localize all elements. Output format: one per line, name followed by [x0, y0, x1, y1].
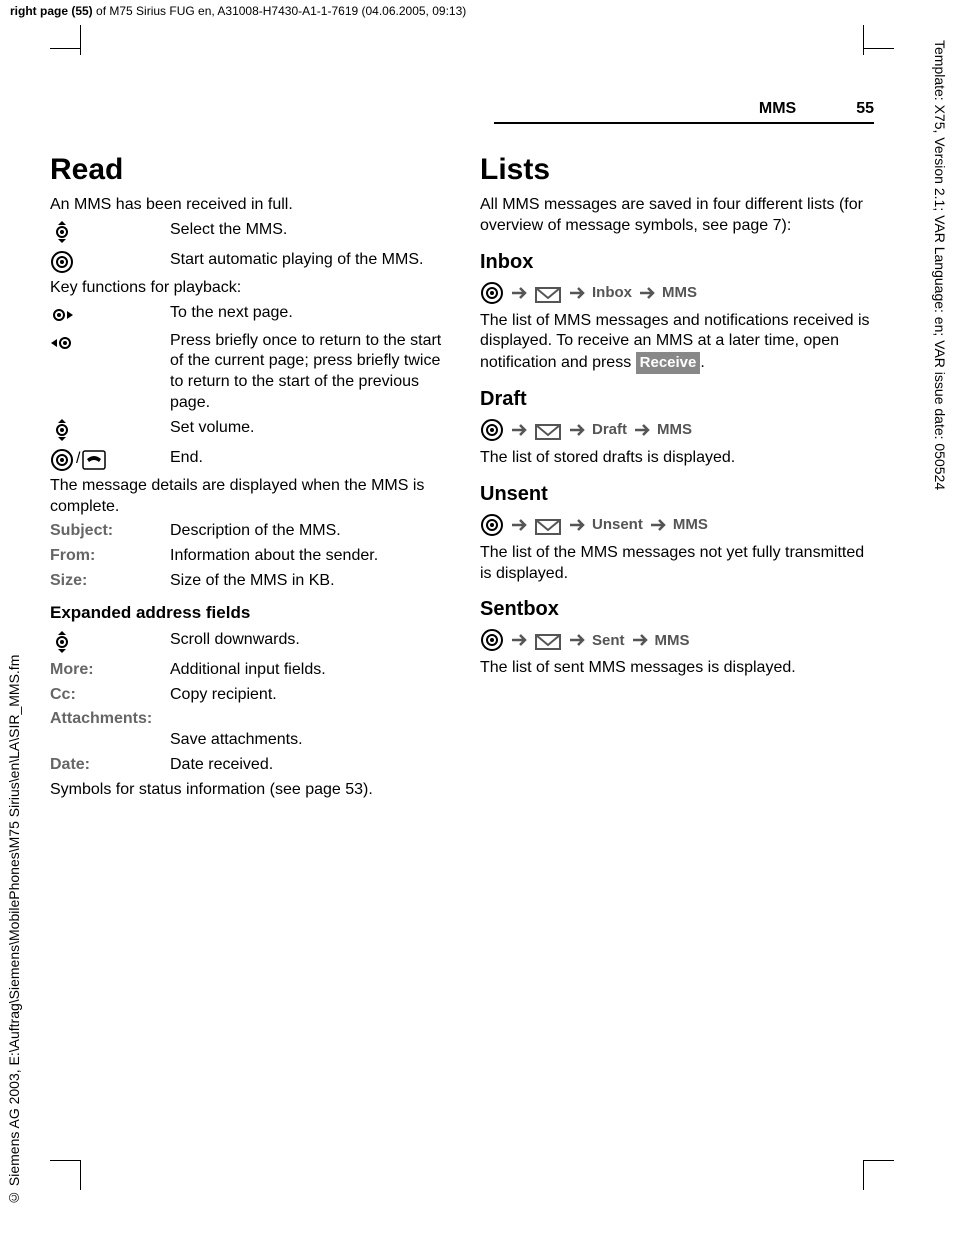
- cc-text: Copy recipient.: [170, 685, 450, 706]
- attachments-text: Save attachments.: [50, 730, 303, 751]
- header-rest: of M75 Sirius FUG en, A31008-H7430-A1-1-…: [93, 4, 467, 18]
- side-text-right: Template: X75, Version 2.1; VAR Language…: [928, 40, 948, 940]
- date-text: Date received.: [170, 755, 450, 776]
- read-intro: An MMS has been received in full.: [50, 195, 450, 216]
- expanded-fields-heading: Expanded address fields: [50, 602, 450, 624]
- slash-text: /: [76, 449, 80, 470]
- arrow-icon: [638, 283, 656, 303]
- nav-draft-label: Draft: [592, 420, 627, 440]
- lists-intro: All MMS messages are saved in four diffe…: [480, 195, 880, 237]
- sentbox-heading: Sentbox: [480, 596, 880, 622]
- arrow-icon: [633, 420, 651, 440]
- prev-page-text: Press briefly once to return to the star…: [170, 331, 450, 414]
- sent-nav: Sent MMS: [480, 628, 880, 652]
- arrow-icon: [568, 515, 586, 535]
- nav-mms-label: MMS: [673, 515, 708, 535]
- message-details-text: The message details are displayed when t…: [50, 476, 450, 518]
- center-key-icon: [480, 281, 504, 305]
- arrow-icon: [510, 630, 528, 650]
- doc-meta-header: right page (55) of M75 Sirius FUG en, A3…: [10, 4, 466, 18]
- crop-mark: [50, 1160, 80, 1161]
- subject-label: Subject:: [50, 521, 160, 542]
- crop-mark: [863, 25, 864, 55]
- next-page-text: To the next page.: [170, 303, 450, 324]
- unsent-text: The list of the MMS messages not yet ful…: [480, 543, 880, 585]
- scroll-down-text: Scroll downwards.: [170, 630, 450, 651]
- more-text: Additional input fields.: [170, 660, 450, 681]
- left-key-icon: [50, 331, 76, 355]
- hangup-key-icon: [82, 448, 106, 472]
- from-label: From:: [50, 546, 160, 567]
- more-label: More:: [50, 660, 160, 681]
- sent-text: The list of sent MMS messages is display…: [480, 658, 880, 679]
- crop-mark: [864, 48, 894, 49]
- nav-mms-label: MMS: [655, 631, 690, 651]
- arrow-icon: [631, 630, 649, 650]
- updown-icon: [50, 418, 72, 444]
- start-playing-text: Start automatic playing of the MMS.: [170, 250, 450, 271]
- cc-label: Cc:: [50, 685, 160, 706]
- subject-text: Description of the MMS.: [170, 521, 450, 542]
- select-mms-text: Select the MMS.: [170, 220, 450, 241]
- inbox-heading: Inbox: [480, 249, 880, 275]
- crop-mark: [80, 1160, 81, 1190]
- nav-mms-label: MMS: [657, 420, 692, 440]
- arrow-icon: [510, 283, 528, 303]
- symbols-text: Symbols for status information (see page…: [50, 780, 450, 801]
- nav-unsent-label: Unsent: [592, 515, 643, 535]
- arrow-icon: [568, 420, 586, 440]
- unsent-nav: Unsent MMS: [480, 513, 880, 537]
- crop-mark: [863, 1160, 864, 1190]
- center-key-icon: [50, 250, 74, 274]
- inbox-text-2: .: [700, 354, 704, 371]
- nav-inbox-label: Inbox: [592, 283, 632, 303]
- right-key-icon: [50, 303, 76, 327]
- date-label: Date:: [50, 755, 160, 776]
- arrow-icon: [568, 630, 586, 650]
- header-bold: right page (55): [10, 4, 93, 18]
- center-key-icon: [480, 513, 504, 537]
- envelope-icon: [534, 282, 562, 304]
- left-column: Read An MMS has been received in full. S…: [50, 90, 450, 805]
- size-label: Size:: [50, 571, 160, 592]
- updown-icon: [50, 220, 72, 246]
- read-heading: Read: [50, 150, 450, 189]
- crop-mark: [864, 1160, 894, 1161]
- envelope-icon: [534, 514, 562, 536]
- crop-mark: [50, 48, 80, 49]
- side-text-left: © Siemens AG 2003, E:\Auftrag\Siemens\Mo…: [6, 456, 26, 1206]
- arrow-icon: [510, 515, 528, 535]
- draft-heading: Draft: [480, 386, 880, 412]
- from-text: Information about the sender.: [170, 546, 450, 567]
- center-key-icon: [480, 628, 504, 652]
- envelope-icon: [534, 419, 562, 441]
- center-key-icon: [50, 448, 74, 472]
- draft-text: The list of stored drafts is displayed.: [480, 448, 880, 469]
- nav-mms-label: MMS: [662, 283, 697, 303]
- center-key-icon: [480, 418, 504, 442]
- inbox-nav: Inbox MMS: [480, 281, 880, 305]
- arrow-icon: [568, 283, 586, 303]
- envelope-icon: [534, 629, 562, 651]
- unsent-heading: Unsent: [480, 481, 880, 507]
- right-column: Lists All MMS messages are saved in four…: [480, 90, 880, 805]
- arrow-icon: [649, 515, 667, 535]
- nav-sent-label: Sent: [592, 631, 625, 651]
- inbox-text: The list of MMS messages and notificatio…: [480, 311, 880, 374]
- arrow-icon: [510, 420, 528, 440]
- attachments-label: Attachments:: [50, 709, 152, 730]
- receive-button[interactable]: Receive: [636, 352, 701, 374]
- draft-nav: Draft MMS: [480, 418, 880, 442]
- set-volume-text: Set volume.: [170, 418, 450, 439]
- lists-heading: Lists: [480, 150, 880, 189]
- key-functions-label: Key functions for playback:: [50, 278, 450, 299]
- size-text: Size of the MMS in KB.: [170, 571, 450, 592]
- updown-icon: [50, 630, 72, 656]
- end-text: End.: [170, 448, 450, 469]
- crop-mark: [80, 25, 81, 55]
